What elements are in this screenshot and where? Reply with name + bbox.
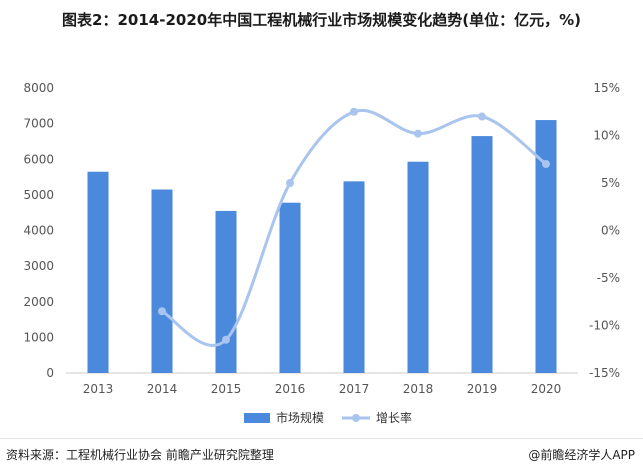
right-tick-label: 0% [601,224,620,238]
x-tick-label: 2015 [211,382,242,396]
x-tick-label: 2017 [339,382,370,396]
right-tick-label: 5% [601,176,620,190]
line-point [222,335,230,344]
legend: 市场规模 增长率 [244,410,412,425]
legend-label-line: 增长率 [376,410,412,425]
line-point [414,129,422,138]
bar-series [87,120,557,373]
bar [535,120,557,373]
x-tick-label: 2016 [275,382,306,396]
legend-swatch-bar [244,413,270,423]
bar [87,171,109,373]
left-tick-label: 7000 [23,117,54,131]
x-tick-label: 2014 [147,382,178,396]
footer-divider [0,438,643,439]
source-note: 资料来源：工程机械行业协会 前瞻产业研究院整理 [6,448,274,462]
left-tick-label: 5000 [23,188,54,202]
x-tick-label: 2020 [531,382,562,396]
x-tick-label: 2018 [403,382,434,396]
legend-label-bar: 市场规模 [276,410,324,425]
line-point [350,107,358,116]
left-tick-label: 2000 [23,295,54,309]
left-tick-label: 0 [46,366,54,380]
left-tick-label: 4000 [23,224,54,238]
right-tick-label: 15% [593,81,620,95]
right-tick-label: -10% [589,319,620,333]
bar [215,210,237,373]
x-tick-label: 2013 [83,382,114,396]
line-point [478,112,486,121]
left-tick-label: 3000 [23,259,54,273]
line-point [542,160,550,168]
brand-credit: @前瞻经济学人APP [528,448,635,462]
bar [343,181,365,373]
bar [471,136,493,373]
x-tick-label: 2019 [467,382,498,396]
line-series [158,107,550,347]
x-axis: 2013 2014 2015 2016 2017 2018 2019 2020 [83,382,562,396]
right-axis: -15% -10% -5% 0% 5% 10% 15% [589,81,620,380]
left-tick-label: 6000 [23,152,54,166]
right-tick-label: 10% [593,129,620,143]
bar [407,161,429,373]
right-tick-label: -5% [597,271,620,285]
right-tick-label: -15% [589,366,620,380]
line-point [286,179,294,187]
bar [279,202,301,373]
left-axis: 0 1000 2000 3000 4000 5000 6000 7000 8000 [23,81,54,380]
chart-title: 图表2：2014-2020年中国工程机械行业市场规模变化趋势(单位：亿元，%) [62,11,581,29]
left-tick-label: 1000 [23,330,54,344]
legend-swatch-line-dot [352,414,360,422]
left-tick-label: 8000 [23,81,54,95]
line-point [158,307,166,316]
bar [151,189,173,373]
